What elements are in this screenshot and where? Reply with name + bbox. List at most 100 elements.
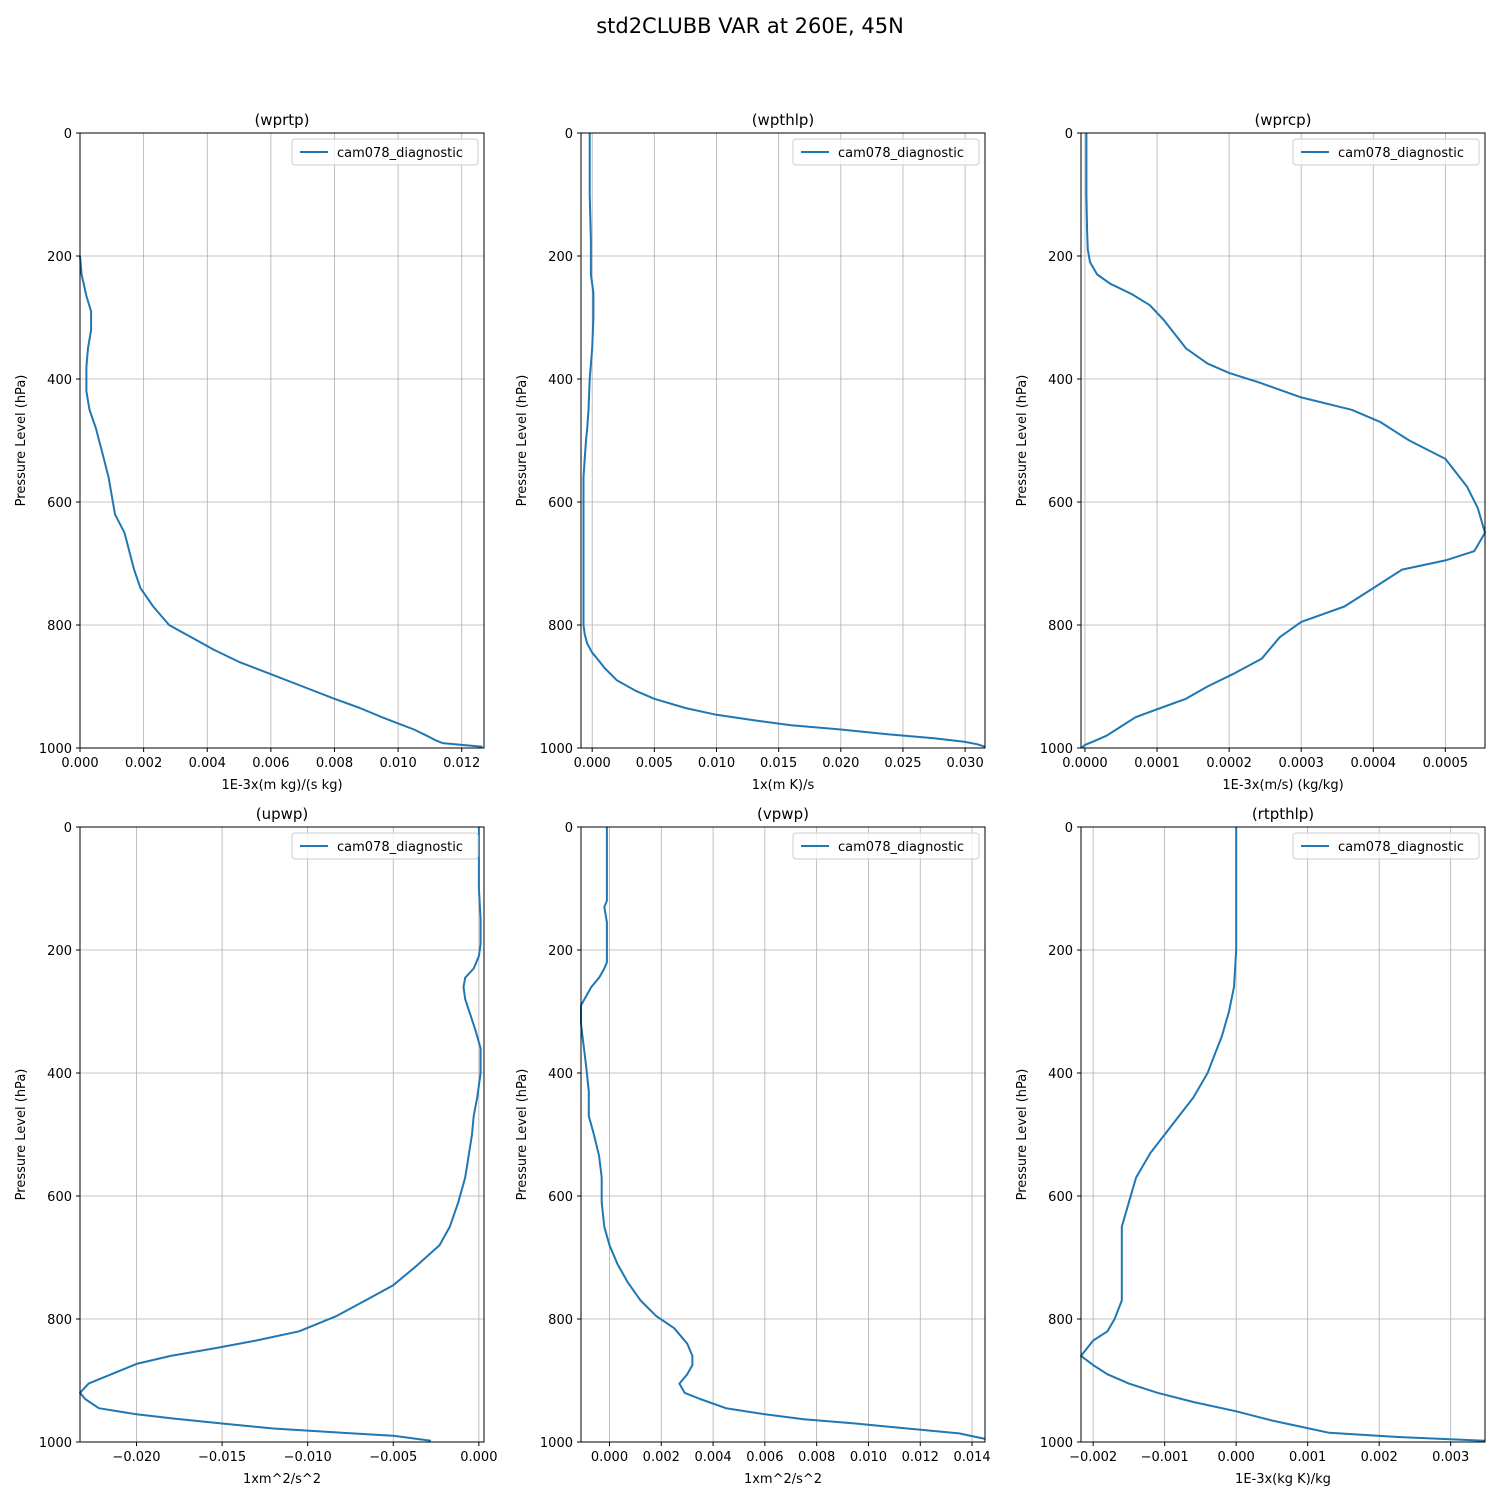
x-tick-label: 0.0000 <box>1062 756 1108 771</box>
x-tick-label: 0.004 <box>189 756 226 771</box>
x-tick-label: 0.030 <box>947 756 984 771</box>
legend-label: cam078_diagnostic <box>1338 840 1464 855</box>
x-tick-label: 0.010 <box>850 1450 887 1465</box>
y-tick-label: 600 <box>1048 1190 1073 1205</box>
y-tick-label: 800 <box>1048 619 1073 634</box>
x-tick-label: −0.010 <box>284 1450 332 1465</box>
y-tick-label: 400 <box>548 373 573 388</box>
legend-label: cam078_diagnostic <box>337 840 463 855</box>
x-tick-label: 0.002 <box>1361 1450 1398 1465</box>
subplot-1: 0.000 0.002 0.004 0.006 0.008 0.010 0.012 0 200 4… <box>14 111 485 793</box>
y-tick-label: 800 <box>1048 1313 1073 1328</box>
x-tick-label: 0.0003 <box>1278 756 1324 771</box>
y-tick-label: 200 <box>548 250 573 265</box>
x-tick-label: −0.005 <box>369 1450 417 1465</box>
legend-box <box>291 138 479 166</box>
x-tick-label: 0.014 <box>953 1450 990 1465</box>
y-axis-label: Pressure Level (hPa) <box>1015 375 1030 507</box>
subplot-title: (wpthlp) <box>752 111 815 129</box>
y-tick-label: 0 <box>64 821 72 836</box>
y-tick-label: 600 <box>47 1190 72 1205</box>
axes-frame <box>79 826 485 1443</box>
y-tick-label: 0 <box>64 127 72 142</box>
y-axis-label: Pressure Level (hPa) <box>515 1069 530 1201</box>
y-axis-label: Pressure Level (hPa) <box>1015 1069 1030 1201</box>
x-tick-label: 0.0005 <box>1423 756 1469 771</box>
series-line <box>582 133 986 748</box>
y-tick-label: 200 <box>548 944 573 959</box>
y-tick-label: 200 <box>1048 250 1073 265</box>
y-tick-label: 200 <box>47 944 72 959</box>
y-axis-label: Pressure Level (hPa) <box>515 375 530 507</box>
y-tick-label: 400 <box>1048 373 1073 388</box>
subplot-title: (vpwp) <box>757 805 809 823</box>
x-tick-label: 0.002 <box>643 1450 680 1465</box>
legend: cam078_diagnostic <box>792 832 980 860</box>
legend: cam078_diagnostic <box>291 138 479 166</box>
axes-frame <box>1080 132 1486 749</box>
y-tick-label: 0 <box>1065 821 1073 836</box>
x-axis-label: 1xm^2/s^2 <box>243 1472 321 1487</box>
y-tick-label: 200 <box>47 250 72 265</box>
y-axis-label: Pressure Level (hPa) <box>14 1069 29 1201</box>
axes-frame <box>580 826 986 1443</box>
x-axis-label: 1E-3x(m/s) (kg/kg) <box>1222 778 1343 793</box>
x-tick-label: 0.001 <box>1289 1450 1326 1465</box>
legend-box <box>291 832 479 860</box>
x-tick-label: 0.000 <box>1218 1450 1255 1465</box>
legend-label: cam078_diagnostic <box>838 840 964 855</box>
subplot-title: (wprtp) <box>254 111 309 129</box>
x-tick-label: −0.001 <box>1141 1450 1189 1465</box>
subplot-title: (rtpthlp) <box>1252 805 1314 823</box>
subplot-2: 0.000 0.005 0.010 0.015 0.020 0.025 0.030 0 200 4… <box>515 111 986 793</box>
y-tick-label: 1000 <box>1040 742 1073 757</box>
y-tick-label: 200 <box>1048 944 1073 959</box>
y-tick-label: 0 <box>1065 127 1073 142</box>
x-tick-label: 0.002 <box>125 756 162 771</box>
x-tick-label: 0.0001 <box>1134 756 1180 771</box>
subplot-title: (wprcp) <box>1254 111 1311 129</box>
x-tick-label: 0.012 <box>902 1450 939 1465</box>
x-tick-label: 0.000 <box>460 1450 497 1465</box>
y-tick-label: 1000 <box>540 1436 573 1451</box>
legend: cam078_diagnostic <box>1292 138 1480 166</box>
figure-title: std2CLUBB VAR at 260E, 45N <box>596 14 904 38</box>
axes-frame <box>580 132 986 749</box>
series-line <box>79 827 482 1442</box>
legend-label: cam078_diagnostic <box>838 146 964 161</box>
x-tick-label: 0.025 <box>884 756 921 771</box>
x-tick-label: 0.000 <box>574 756 611 771</box>
legend-label: cam078_diagnostic <box>1338 146 1464 161</box>
x-tick-label: 0.000 <box>591 1450 628 1465</box>
series-line <box>79 255 483 748</box>
y-tick-label: 400 <box>1048 1067 1073 1082</box>
x-axis-label: 1xm^2/s^2 <box>744 1472 822 1487</box>
axes-frame <box>1080 826 1486 1443</box>
x-tick-label: 0.008 <box>798 1450 835 1465</box>
x-tick-label: 0.010 <box>698 756 735 771</box>
x-tick-label: 0.004 <box>694 1450 731 1465</box>
legend-box <box>792 832 980 860</box>
y-tick-label: 1000 <box>1040 1436 1073 1451</box>
legend-label: cam078_diagnostic <box>337 146 463 161</box>
legend-box <box>1292 832 1480 860</box>
y-tick-label: 0 <box>565 821 573 836</box>
x-tick-label: −0.002 <box>1069 1450 1117 1465</box>
x-tick-label: −0.020 <box>112 1450 160 1465</box>
y-tick-label: 0 <box>565 127 573 142</box>
legend: cam078_diagnostic <box>291 832 479 860</box>
x-tick-label: 0.006 <box>746 1450 783 1465</box>
y-tick-label: 600 <box>548 1190 573 1205</box>
x-axis-label: 1E-3x(kg K)/kg <box>1235 1472 1331 1487</box>
y-tick-label: 1000 <box>540 742 573 757</box>
x-tick-label: 0.006 <box>252 756 289 771</box>
y-tick-label: 400 <box>47 373 72 388</box>
x-tick-label: 0.008 <box>316 756 353 771</box>
x-tick-label: 0.0004 <box>1351 756 1397 771</box>
legend: cam078_diagnostic <box>1292 832 1480 860</box>
series-line <box>580 827 986 1440</box>
legend: cam078_diagnostic <box>792 138 980 166</box>
series-line <box>1080 133 1486 749</box>
